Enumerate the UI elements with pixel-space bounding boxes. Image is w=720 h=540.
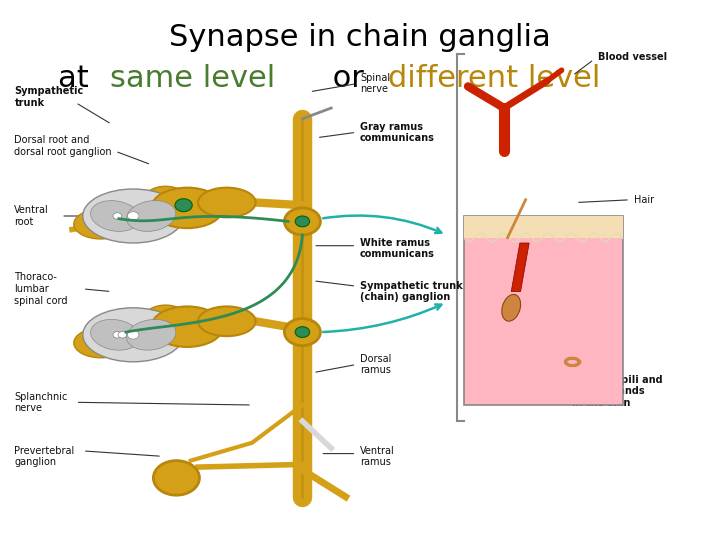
Polygon shape	[511, 243, 529, 292]
Text: Spinal
nerve: Spinal nerve	[360, 73, 390, 94]
Ellipse shape	[151, 187, 223, 228]
Circle shape	[175, 199, 192, 212]
Circle shape	[295, 216, 310, 227]
Text: Blood vessel: Blood vessel	[598, 52, 667, 62]
Text: same level: same level	[110, 64, 275, 93]
Circle shape	[113, 213, 122, 219]
Text: Dorsal root and
dorsal root ganglion: Dorsal root and dorsal root ganglion	[14, 135, 112, 157]
Text: Ventral
ramus: Ventral ramus	[360, 446, 395, 467]
Text: Gray ramus
communicans: Gray ramus communicans	[360, 122, 435, 143]
Text: Thoraco-
lumbar
spinal cord: Thoraco- lumbar spinal cord	[14, 272, 68, 306]
Text: Sympathetic
trunk: Sympathetic trunk	[14, 86, 84, 108]
Ellipse shape	[74, 328, 128, 357]
Circle shape	[127, 212, 139, 220]
Text: different level: different level	[388, 64, 600, 93]
Ellipse shape	[198, 187, 256, 217]
Text: at: at	[58, 64, 98, 93]
Ellipse shape	[83, 189, 184, 243]
Circle shape	[113, 332, 122, 338]
Ellipse shape	[151, 306, 223, 347]
Text: Sympathetic trunk
(chain) ganglion: Sympathetic trunk (chain) ganglion	[360, 281, 463, 302]
Ellipse shape	[127, 320, 176, 350]
Circle shape	[284, 319, 320, 346]
Ellipse shape	[169, 192, 198, 210]
Text: Ventral
root: Ventral root	[14, 205, 49, 227]
Text: Splanchnic
nerve: Splanchnic nerve	[14, 392, 68, 413]
Ellipse shape	[145, 186, 186, 208]
Text: Arrector pili and
sweat glands
in the skin: Arrector pili and sweat glands in the sk…	[572, 375, 663, 408]
Circle shape	[153, 461, 199, 495]
Text: Prevertebral
ganglion: Prevertebral ganglion	[14, 446, 75, 467]
FancyBboxPatch shape	[464, 216, 623, 238]
Ellipse shape	[74, 209, 128, 239]
Ellipse shape	[127, 201, 176, 231]
Text: or: or	[323, 64, 374, 93]
FancyBboxPatch shape	[464, 216, 623, 405]
Ellipse shape	[198, 306, 256, 336]
Ellipse shape	[502, 294, 521, 321]
Ellipse shape	[169, 311, 198, 328]
Ellipse shape	[83, 308, 184, 362]
Circle shape	[127, 330, 139, 339]
Circle shape	[295, 327, 310, 338]
Text: Synapse in chain ganglia: Synapse in chain ganglia	[169, 23, 551, 52]
Text: White ramus
communicans: White ramus communicans	[360, 238, 435, 259]
Ellipse shape	[91, 320, 140, 350]
Text: Hair: Hair	[634, 195, 654, 205]
Ellipse shape	[145, 305, 186, 327]
Text: Dorsal
ramus: Dorsal ramus	[360, 354, 392, 375]
Circle shape	[284, 208, 320, 235]
Ellipse shape	[91, 201, 140, 231]
Circle shape	[118, 332, 127, 338]
